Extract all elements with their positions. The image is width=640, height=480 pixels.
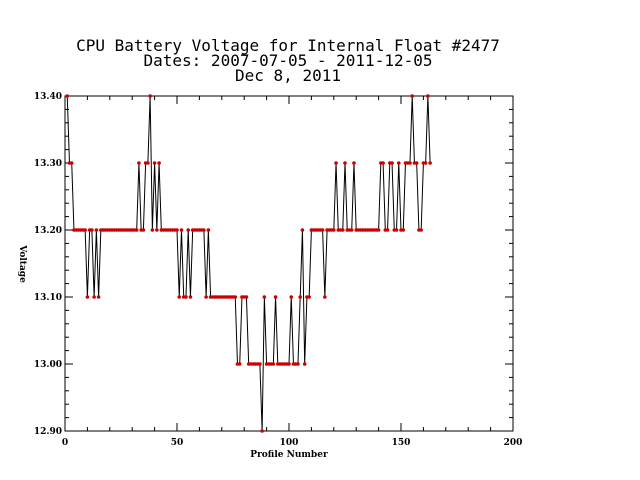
data-point (262, 295, 267, 299)
y-tick-labels: 12.90 13.00 13.10 13.20 13.30 13.40 (34, 92, 62, 437)
data-point (307, 295, 311, 299)
data-point (302, 362, 307, 366)
data-point (258, 362, 262, 366)
x-tick-label: 50 (171, 438, 184, 448)
y-axis-label: Voltage (17, 244, 27, 283)
chart-subtitle: Dates: 2007-07-05 - 2011-12-05 (144, 51, 433, 70)
data-point (340, 228, 345, 232)
data-point (428, 161, 432, 165)
chart-title: CPU Battery Voltage for Internal Float #… (76, 36, 500, 55)
data-point (343, 161, 347, 165)
data-point (244, 295, 249, 299)
series-line (66, 95, 431, 432)
data-point (65, 94, 70, 98)
data-point (96, 295, 101, 299)
data-point (426, 94, 430, 98)
data-point (83, 228, 87, 232)
data-point (385, 228, 390, 232)
data-point (150, 228, 155, 232)
data-point (188, 295, 193, 299)
y-tick-label: 13.10 (34, 293, 62, 303)
data-point (175, 228, 179, 232)
chart-date: Dec 8, 2011 (235, 66, 341, 85)
data-point (184, 295, 188, 299)
data-point (69, 161, 74, 165)
data-point (94, 228, 99, 232)
data-point (414, 161, 419, 165)
data-point (260, 429, 264, 433)
data-point (289, 295, 294, 299)
y-tick-label: 13.40 (34, 92, 62, 102)
data-point (332, 228, 336, 232)
data-point (141, 228, 146, 232)
data-point (408, 161, 412, 165)
data-point (204, 295, 208, 299)
data-point (296, 362, 300, 366)
data-point (410, 94, 415, 98)
axis-ticks (64, 95, 514, 432)
data-point (179, 228, 184, 232)
data-point (233, 295, 238, 299)
x-tick-label: 200 (504, 438, 523, 448)
data-point (155, 228, 159, 232)
data-point (186, 228, 190, 232)
data-point (423, 161, 428, 165)
x-axis-label: Profile Number (250, 450, 328, 460)
data-point (90, 228, 94, 232)
data-point (92, 295, 96, 299)
y-tick-label: 12.90 (34, 427, 62, 437)
data-point (152, 161, 157, 165)
y-tick-label: 13.00 (34, 360, 62, 370)
data-point (376, 228, 381, 232)
data-point (137, 161, 141, 165)
data-point (334, 161, 338, 165)
x-tick-label: 100 (280, 438, 299, 448)
data-point (349, 228, 354, 232)
data-point (352, 161, 356, 165)
data-point (237, 362, 242, 366)
data-point (320, 228, 325, 232)
x-tick-labels: 0 50 100 150 200 (62, 438, 523, 448)
data-point (401, 228, 406, 232)
y-tick-label: 13.30 (34, 159, 62, 169)
y-tick-label: 13.20 (34, 226, 62, 236)
series-voltage (65, 94, 432, 433)
data-point (419, 228, 423, 232)
data-point (206, 228, 211, 232)
plot-frame (64, 95, 514, 432)
data-point (146, 161, 150, 165)
data-point (157, 161, 161, 165)
data-point (381, 161, 385, 165)
data-point (85, 295, 90, 299)
data-point (396, 161, 401, 165)
x-tick-label: 150 (392, 438, 411, 448)
data-point (323, 295, 327, 299)
data-point (394, 228, 399, 232)
data-point (134, 228, 139, 232)
data-point (300, 228, 305, 232)
data-point (273, 295, 278, 299)
data-point (202, 228, 206, 232)
data-point (298, 295, 303, 299)
data-point (148, 94, 152, 98)
data-point (287, 362, 291, 366)
data-point (271, 362, 276, 366)
x-tick-label: 0 (62, 438, 68, 448)
data-point (390, 161, 394, 165)
data-point (177, 295, 182, 299)
